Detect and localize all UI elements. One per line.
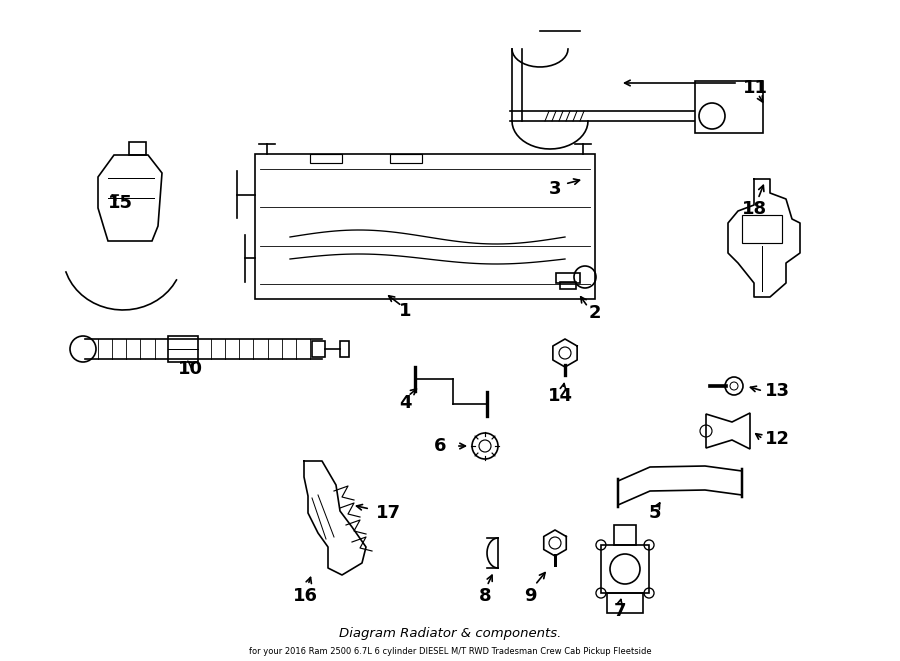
Text: 14: 14 [547,387,572,405]
Text: 10: 10 [177,360,202,378]
Bar [560,282,576,289]
Text: 6: 6 [434,437,446,455]
Text: Diagram Radiator & components.: Diagram Radiator & components. [338,627,562,639]
Text: 15: 15 [107,194,132,212]
Text: for your 2016 Ram 2500 6.7L 6 cylinder DIESEL M/T RWD Tradesman Crew Cab Pickup : for your 2016 Ram 2500 6.7L 6 cylinder D… [248,646,652,656]
Text: 3: 3 [549,180,562,198]
Text: 17: 17 [375,504,401,522]
Bar [601,545,649,593]
Bar [390,154,422,163]
Text: 1: 1 [399,302,411,320]
Text: 16: 16 [292,587,318,605]
Bar [614,525,636,545]
Text: 5: 5 [649,504,662,522]
Text: 12: 12 [765,430,790,448]
Bar [255,154,595,299]
Text: 13: 13 [765,382,790,400]
Text: 11: 11 [742,79,768,97]
Bar [168,336,198,362]
Text: 7: 7 [614,602,626,620]
Bar [695,81,763,133]
Bar [310,154,342,163]
Bar [742,215,782,243]
Text: 2: 2 [589,304,601,322]
Text: 4: 4 [399,394,411,412]
Text: 18: 18 [742,200,768,218]
Text: 9: 9 [524,587,536,605]
Bar [312,341,325,357]
Bar [340,341,349,357]
Bar [129,142,146,155]
Bar [607,593,643,613]
Text: 8: 8 [479,587,491,605]
Bar [556,273,580,283]
